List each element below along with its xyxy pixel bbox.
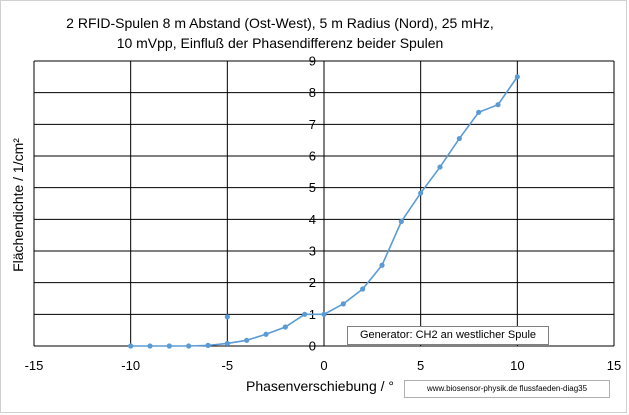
chart-title-line-1: 2 RFID-Spulen 8 m Abstand (Ost-West), 5 … (66, 15, 494, 31)
data-point (398, 218, 404, 225)
data-point (379, 262, 385, 268)
data-point (456, 135, 462, 142)
x-tick-label: -15 (25, 358, 44, 373)
y-tick-label: 7 (309, 117, 316, 132)
data-point (418, 190, 424, 196)
y-tick-label: 9 (309, 54, 316, 69)
y-tick-label: 0 (309, 339, 316, 354)
x-tick-label: 0 (320, 358, 327, 373)
y-axis-label: Flächendichte / 1/cm² (10, 138, 26, 272)
data-point (186, 343, 192, 349)
data-point (476, 109, 482, 115)
x-tick-label: 10 (510, 358, 524, 373)
data-point (205, 342, 211, 348)
data-point (224, 314, 230, 320)
data-point (244, 337, 250, 343)
y-tick-label: 8 (309, 85, 316, 100)
y-tick-label: 3 (309, 244, 316, 259)
x-tick-label: 5 (417, 358, 424, 373)
y-tick-label: 6 (309, 149, 316, 164)
data-point (514, 74, 520, 80)
annotation-box: Generator: CH2 an westlicher Spule (347, 326, 549, 345)
data-point (302, 311, 308, 317)
x-tick-label: -5 (222, 358, 234, 373)
y-tick-label: 4 (309, 212, 316, 227)
data-point (495, 102, 501, 108)
data-point (263, 331, 269, 337)
data-point (282, 324, 288, 330)
data-point (360, 286, 366, 292)
footer-credit: www.biosensor-physik.de flussfaeden-diag… (404, 380, 610, 398)
x-tick-label: -10 (121, 358, 140, 373)
data-point (437, 164, 443, 170)
data-point (321, 311, 327, 317)
data-point (147, 343, 153, 349)
y-tick-label: 5 (309, 180, 316, 195)
x-tick-label: 15 (607, 358, 621, 373)
x-axis-label: Phasenverschiebung / ° (245, 378, 395, 394)
data-point (166, 343, 172, 349)
data-point (340, 301, 346, 307)
data-point (128, 343, 134, 349)
data-point (224, 340, 230, 347)
y-tick-label: 2 (309, 275, 316, 290)
chart-title-line-2: 10 mVpp, Einfluß der Phasendifferenz bei… (116, 35, 444, 51)
